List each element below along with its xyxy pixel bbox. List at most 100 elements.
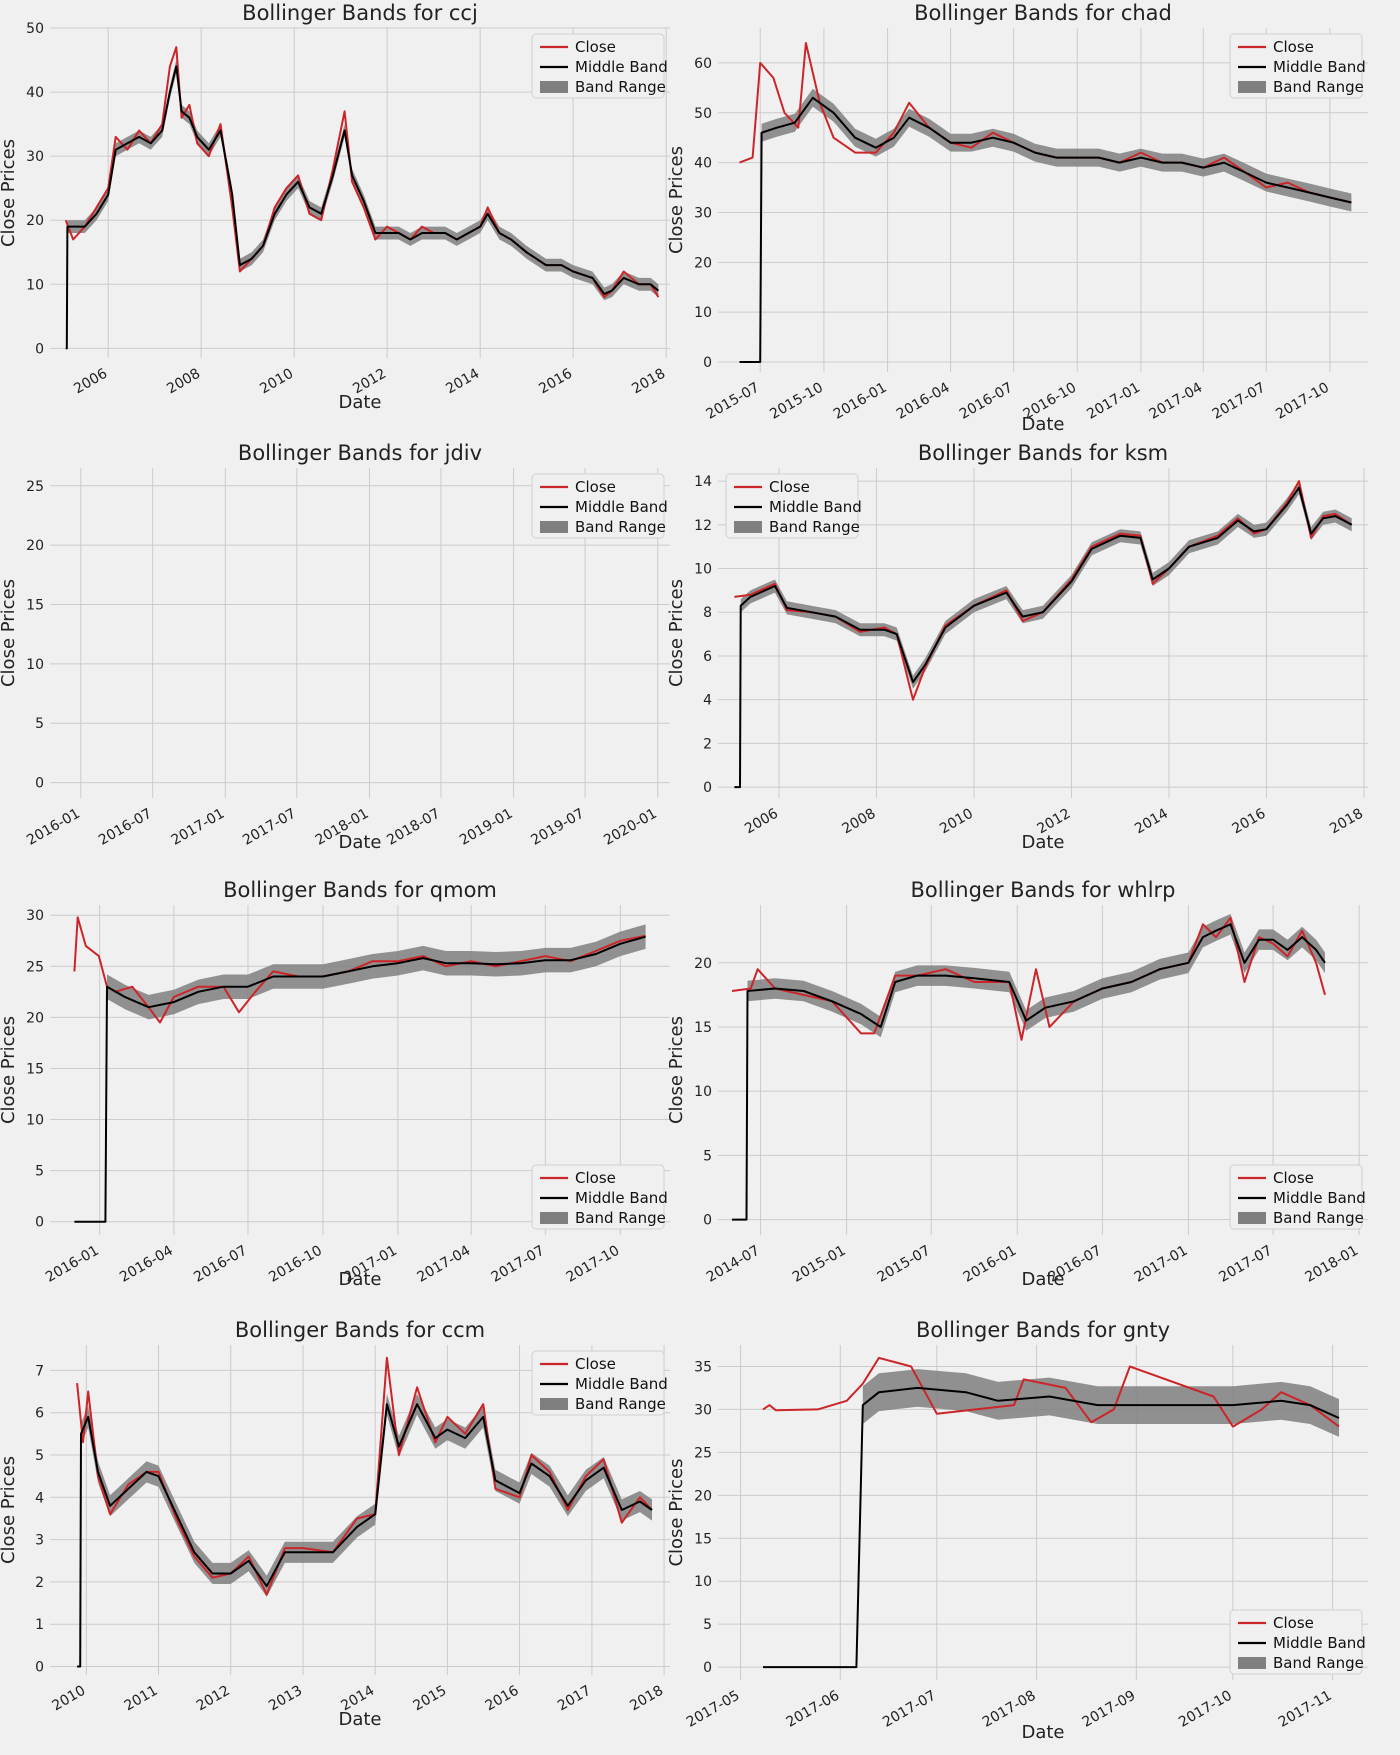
band-range xyxy=(740,481,1352,689)
plot-area xyxy=(731,914,1326,1221)
chart-title: Bollinger Bands for ksm xyxy=(918,441,1168,465)
chart-title: Bollinger Bands for jdiv xyxy=(238,441,482,465)
legend-close-label: Close xyxy=(575,1169,616,1187)
y-tick-label: 20 xyxy=(694,1488,712,1504)
x-tick-label: 2016-10 xyxy=(266,1243,325,1286)
y-tick-label: 20 xyxy=(26,213,44,229)
x-axis-label: Date xyxy=(1021,832,1064,853)
y-tick-label: 20 xyxy=(694,956,712,972)
x-tick-label: 2015-07 xyxy=(704,380,763,423)
x-tick-label: 2012 xyxy=(194,1683,233,1715)
x-tick-label: 2017-11 xyxy=(1276,1688,1335,1731)
y-tick-label: 5 xyxy=(35,716,44,732)
y-tick-label: 7 xyxy=(35,1363,44,1379)
x-axis-label: Date xyxy=(1021,414,1064,435)
y-tick-label: 3 xyxy=(35,1533,44,1549)
x-tick-label: 2017-07 xyxy=(489,1243,548,1286)
y-tick-label: 5 xyxy=(35,1164,44,1180)
x-tick-label: 2017-01 xyxy=(169,806,228,849)
middle-band-line xyxy=(74,935,646,1223)
x-tick-label: 2018 xyxy=(627,1683,666,1715)
x-tick-label: 2016 xyxy=(483,1683,522,1715)
chart-title: Bollinger Bands for gnty xyxy=(916,1318,1170,1342)
x-tick-label: 2016-01 xyxy=(43,1243,102,1286)
x-tick-label: 2016-01 xyxy=(24,806,83,849)
y-axis-label: Close Prices xyxy=(0,1456,19,1564)
legend-middle-band-label: Middle Band xyxy=(575,498,668,516)
y-axis-label: Close Prices xyxy=(0,1016,19,1124)
legend-close-label: Close xyxy=(575,1355,616,1373)
y-tick-label: 30 xyxy=(694,205,712,221)
chart-title: Bollinger Bands for qmom xyxy=(223,878,497,902)
y-tick-label: 6 xyxy=(703,649,712,665)
y-tick-label: 6 xyxy=(35,1406,44,1422)
y-tick-label: 30 xyxy=(26,149,44,165)
y-tick-label: 15 xyxy=(694,1531,712,1547)
y-tick-label: 4 xyxy=(703,693,712,709)
x-tick-label: 2017-09 xyxy=(1080,1688,1139,1731)
middle-band-line xyxy=(763,1386,1340,1669)
legend-band-range-swatch xyxy=(540,521,568,533)
y-tick-label: 4 xyxy=(35,1490,44,1506)
x-tick-label: 2020-01 xyxy=(601,806,660,849)
y-tick-label: 10 xyxy=(694,305,712,321)
x-tick-label: 2014 xyxy=(1132,806,1171,838)
x-axis-label: Date xyxy=(338,832,381,853)
legend-band-range-swatch xyxy=(540,1398,568,1410)
legend-band-range-label: Band Range xyxy=(575,1395,666,1413)
y-tick-label: 5 xyxy=(703,1148,712,1164)
x-tick-label: 2015-01 xyxy=(790,1243,849,1286)
x-tick-label: 2017-01 xyxy=(1084,380,1143,423)
y-tick-label: 10 xyxy=(694,1084,712,1100)
y-axis-label: Close Prices xyxy=(0,139,19,247)
y-tick-label: 10 xyxy=(694,562,712,578)
y-axis-label: Close Prices xyxy=(666,146,687,254)
legend-band-range-label: Band Range xyxy=(1273,1209,1364,1227)
y-tick-label: 5 xyxy=(703,1617,712,1633)
y-tick-label: 2 xyxy=(35,1575,44,1591)
y-tick-label: 0 xyxy=(35,776,44,792)
legend-middle-band-label: Middle Band xyxy=(1273,58,1366,76)
y-tick-label: 40 xyxy=(694,156,712,172)
x-tick-label: 2006 xyxy=(742,806,781,838)
legend-band-range-label: Band Range xyxy=(1273,1654,1364,1672)
x-tick-label: 2011 xyxy=(122,1683,161,1715)
chart-title: Bollinger Bands for ccj xyxy=(242,1,478,25)
x-tick-label: 2016-04 xyxy=(894,380,953,423)
x-tick-label: 2014-07 xyxy=(704,1243,763,1286)
legend-close-label: Close xyxy=(769,478,810,496)
x-tick-label: 2017-07 xyxy=(240,806,299,849)
y-tick-label: 10 xyxy=(26,277,44,293)
middle-band-line xyxy=(77,1403,653,1668)
x-tick-label: 2013 xyxy=(266,1683,305,1715)
middle-band-line xyxy=(734,486,1353,789)
legend-close-label: Close xyxy=(575,38,616,56)
x-tick-label: 2016-07 xyxy=(957,380,1016,423)
close-line xyxy=(739,42,1352,204)
chart-title: Bollinger Bands for chad xyxy=(914,1,1172,25)
x-tick-label: 2017-05 xyxy=(684,1688,743,1731)
x-axis-label: Date xyxy=(338,1709,381,1730)
y-tick-label: 25 xyxy=(26,479,44,495)
y-tick-label: 15 xyxy=(26,598,44,614)
x-tick-label: 2018-01 xyxy=(1302,1243,1361,1286)
y-tick-label: 10 xyxy=(26,657,44,673)
legend-band-range-swatch xyxy=(1238,81,1266,93)
x-tick-label: 2017-07 xyxy=(1210,380,1269,423)
legend-close-label: Close xyxy=(575,478,616,496)
legend-band-range-label: Band Range xyxy=(769,518,860,536)
x-tick-label: 2018-07 xyxy=(384,806,443,849)
legend: Close Middle Band Band Range xyxy=(1229,33,1366,99)
x-tick-label: 2008 xyxy=(164,366,203,398)
legend-middle-band-label: Middle Band xyxy=(575,1189,668,1207)
legend-close-label: Close xyxy=(1273,1614,1314,1632)
middle-band-line xyxy=(65,65,660,350)
y-tick-label: 60 xyxy=(694,56,712,72)
y-tick-label: 25 xyxy=(26,959,44,975)
y-tick-label: 0 xyxy=(703,780,712,796)
x-axis-label: Date xyxy=(1021,1269,1064,1290)
y-tick-label: 50 xyxy=(26,21,44,37)
x-tick-label: 2016 xyxy=(1230,806,1269,838)
